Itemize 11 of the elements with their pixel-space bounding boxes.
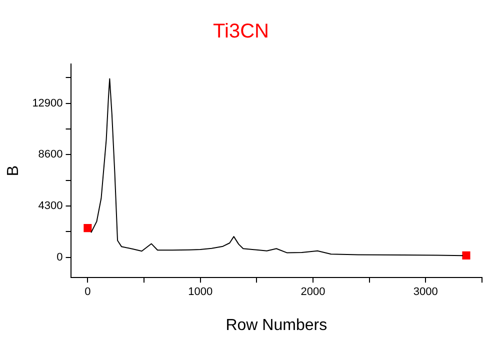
y-tick-label: 12900 bbox=[32, 97, 63, 110]
x-tick-label: 2000 bbox=[300, 286, 326, 298]
y-tick-label: 8600 bbox=[38, 148, 63, 161]
y-tick-label: 0 bbox=[56, 251, 63, 264]
x-axis-title: Row Numbers bbox=[226, 316, 328, 334]
x-tick-label: 3000 bbox=[413, 286, 438, 298]
x-tick-label: 0 bbox=[84, 286, 91, 298]
y-tick-label: 4300 bbox=[38, 200, 63, 212]
chart-title: Ti3CN bbox=[213, 20, 269, 43]
y-axis-title: B bbox=[5, 165, 22, 176]
x-tick-label: 1000 bbox=[188, 286, 213, 298]
